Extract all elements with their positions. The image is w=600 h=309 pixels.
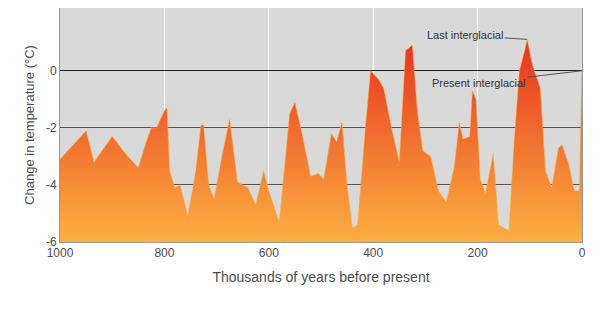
svg-text:-6: -6	[46, 235, 57, 249]
svg-text:-4: -4	[46, 178, 57, 192]
svg-text:600: 600	[259, 246, 279, 260]
svg-text:0: 0	[50, 64, 57, 78]
svg-text:Last interglacial: Last interglacial	[427, 29, 503, 41]
svg-text:Change in temperature (°C): Change in temperature (°C)	[22, 45, 37, 205]
svg-text:200: 200	[468, 246, 488, 260]
svg-text:Present interglacial: Present interglacial	[432, 77, 526, 89]
svg-text:1000: 1000	[47, 246, 74, 260]
svg-text:0: 0	[579, 246, 586, 260]
svg-text:400: 400	[363, 246, 383, 260]
svg-text:Thousands of years before pres: Thousands of years before present	[212, 269, 429, 285]
svg-text:800: 800	[154, 246, 174, 260]
svg-text:-2: -2	[46, 121, 57, 135]
